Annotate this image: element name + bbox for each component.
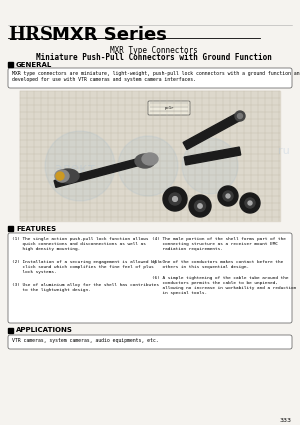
Ellipse shape bbox=[172, 197, 177, 201]
Ellipse shape bbox=[182, 138, 238, 194]
Ellipse shape bbox=[135, 154, 155, 168]
Text: Miniature Push-Pull Connectors with Ground Function: Miniature Push-Pull Connectors with Grou… bbox=[36, 53, 272, 62]
FancyBboxPatch shape bbox=[8, 233, 292, 323]
Bar bbox=[8, 226, 13, 231]
Text: (3) Use of aluminium alloy for the shell has contributes
    to the lightweight : (3) Use of aluminium alloy for the shell… bbox=[12, 283, 159, 292]
FancyBboxPatch shape bbox=[148, 101, 190, 115]
Text: VTR cameras, system cameras, audio equipments, etc.: VTR cameras, system cameras, audio equip… bbox=[12, 338, 159, 343]
FancyBboxPatch shape bbox=[8, 68, 292, 88]
Ellipse shape bbox=[57, 169, 79, 183]
Text: 333: 333 bbox=[280, 418, 292, 423]
Ellipse shape bbox=[56, 172, 64, 180]
Ellipse shape bbox=[240, 193, 260, 213]
Ellipse shape bbox=[55, 170, 69, 182]
Ellipse shape bbox=[235, 111, 245, 121]
Text: MXR Type Connectors: MXR Type Connectors bbox=[110, 46, 198, 55]
Text: элект: элект bbox=[54, 162, 96, 176]
Bar bbox=[20, 91, 280, 221]
Text: (1) The single action push-pull lock function allows
    quick connections and d: (1) The single action push-pull lock fun… bbox=[12, 237, 148, 251]
FancyArrow shape bbox=[54, 156, 151, 187]
FancyBboxPatch shape bbox=[8, 335, 292, 349]
Ellipse shape bbox=[118, 136, 178, 196]
Text: (5) One of the conductors makes contact before the
    others in this sequential: (5) One of the conductors makes contact … bbox=[152, 260, 283, 269]
Text: APPLICATIONS: APPLICATIONS bbox=[16, 328, 73, 334]
Text: developed for use with VTR cameras and system camera interfaces.: developed for use with VTR cameras and s… bbox=[12, 77, 196, 82]
Ellipse shape bbox=[223, 191, 233, 201]
Bar bbox=[8, 328, 13, 333]
Ellipse shape bbox=[226, 194, 230, 198]
Bar bbox=[8, 62, 13, 67]
Text: MXR type connectors are miniature, light-weight, push-pull lock connectors with : MXR type connectors are miniature, light… bbox=[12, 71, 300, 76]
Ellipse shape bbox=[198, 204, 202, 208]
Text: FEATURES: FEATURES bbox=[16, 226, 56, 232]
Text: (6) A simple tightening of the cable tube around the
    conductors permits the : (6) A simple tightening of the cable tub… bbox=[152, 276, 296, 295]
Text: (2) Installation of a securing engagement is allowed by a
    click sound which : (2) Installation of a securing engagemen… bbox=[12, 260, 162, 274]
Ellipse shape bbox=[142, 153, 158, 165]
Ellipse shape bbox=[189, 195, 211, 217]
Ellipse shape bbox=[248, 201, 252, 205]
Text: MXR Series: MXR Series bbox=[52, 26, 167, 44]
Ellipse shape bbox=[238, 113, 242, 119]
Text: HRS: HRS bbox=[8, 26, 53, 44]
Ellipse shape bbox=[163, 187, 187, 211]
Ellipse shape bbox=[245, 198, 255, 208]
Text: GENERAL: GENERAL bbox=[16, 62, 52, 68]
Text: (4) The male portion of the shell forms part of the
    connecting structure as : (4) The male portion of the shell forms … bbox=[152, 237, 286, 251]
Ellipse shape bbox=[194, 201, 206, 212]
Text: p=1r: p=1r bbox=[164, 106, 174, 110]
Ellipse shape bbox=[169, 193, 181, 205]
FancyArrow shape bbox=[184, 147, 241, 165]
Ellipse shape bbox=[218, 186, 238, 206]
Text: ru: ru bbox=[278, 146, 290, 156]
Ellipse shape bbox=[45, 131, 115, 201]
FancyArrow shape bbox=[183, 113, 242, 150]
